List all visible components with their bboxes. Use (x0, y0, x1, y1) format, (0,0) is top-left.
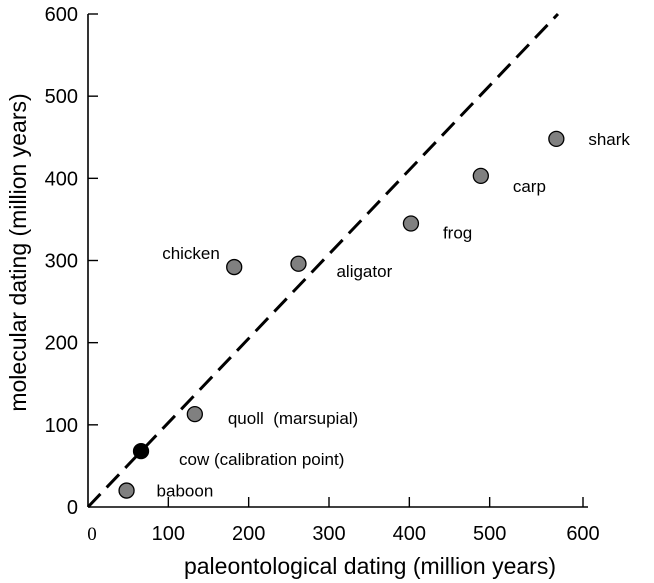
data-point-chicken (226, 258, 243, 276)
x-tick-label: 300 (312, 523, 345, 545)
data-points (118, 130, 565, 499)
point-label-baboon: baboon (157, 482, 214, 501)
x-tick-label: 200 (232, 523, 265, 545)
data-point-cow (132, 442, 150, 460)
y-tick-label: 500 (45, 86, 78, 108)
point-label-aligator: aligator (336, 262, 392, 281)
x-tick-label: 0 (87, 524, 97, 545)
reference-line (86, 12, 560, 509)
x-tick-label: 500 (473, 523, 506, 545)
y-axis-title: molecular dating (million years) (5, 93, 31, 411)
data-point-frog (402, 215, 420, 232)
y-tick-label: 0 (67, 497, 78, 519)
data-point-aligator (290, 255, 307, 272)
point-label-quoll: quoll (marsupial) (228, 409, 358, 428)
x-tick-label: 600 (566, 523, 599, 545)
data-point-carp (472, 167, 489, 185)
y-tick-label: 200 (45, 333, 78, 355)
point-label-chicken: chicken (162, 244, 220, 263)
y-tick-label: 600 (45, 4, 78, 26)
data-point-quoll (186, 406, 203, 423)
y-tick-label: 100 (45, 415, 78, 437)
y-tick-label: 400 (45, 168, 78, 190)
point-label-cow: cow (calibration point) (179, 450, 344, 469)
x-axis-title: paleontological dating (million years) (184, 553, 556, 579)
point-label-carp: carp (513, 177, 546, 196)
x-tick-label: 400 (393, 523, 426, 545)
point-label-shark: shark (588, 130, 630, 149)
ticks: 0 100 200 300 400 500 600 0 100 200 300 400 500 600 (45, 4, 600, 545)
point-label-frog: frog (443, 224, 472, 243)
y-tick-label: 300 (45, 251, 78, 273)
data-point-baboon (118, 482, 135, 499)
x-tick-label: 100 (152, 523, 185, 545)
data-point-shark (548, 130, 565, 148)
point-labels: baboon cow (calibration point) quoll (mars… (157, 130, 631, 501)
